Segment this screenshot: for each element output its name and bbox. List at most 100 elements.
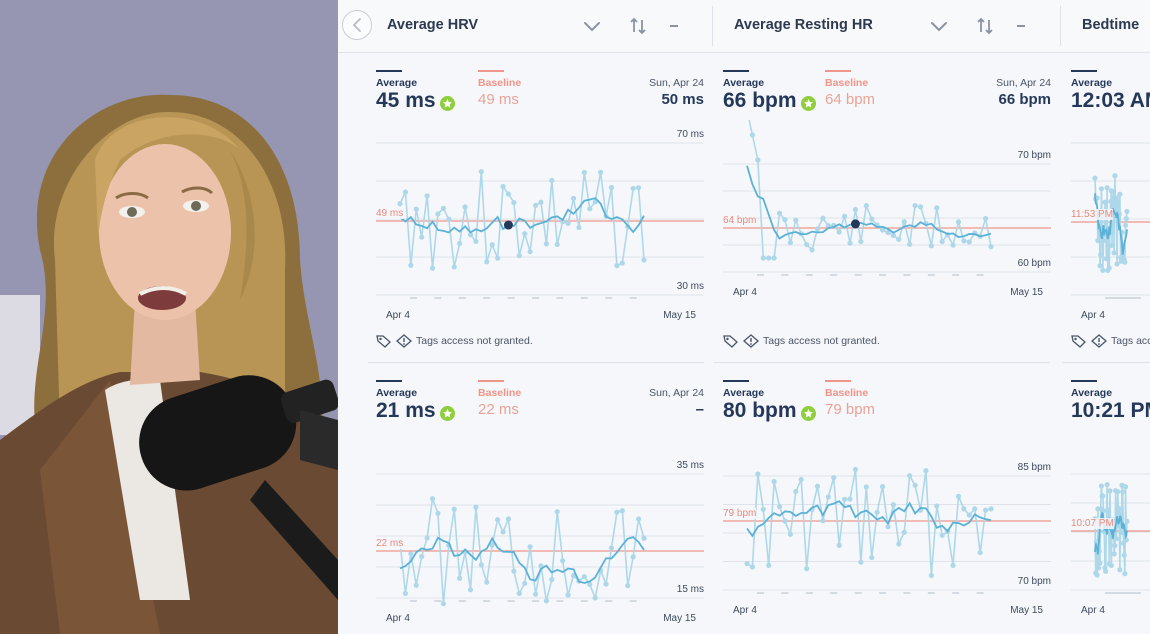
hrv-card-1[interactable]: Average 45 ms Baseline 49 ms Sun, Apr 24 50 m… [376,68,704,353]
daily-value-point [1121,552,1127,558]
rolling-average-line [1094,193,1128,255]
daily-value-point [874,509,880,515]
sort-icon[interactable] [975,16,995,36]
warning-icon [743,334,759,348]
trend-chart[interactable]: 10:07 PM Apr 4 [1071,430,1150,616]
daily-value-point [429,496,436,502]
daily-value-point [1107,488,1113,494]
daily-value-point [1117,567,1123,573]
daily-value-point [804,566,810,572]
daily-value-point [1118,529,1124,536]
daily-values-line [399,498,645,604]
chevron-down-icon[interactable] [582,16,602,36]
daily-value-point [543,241,549,247]
daily-value-point [1108,562,1114,569]
daily-value-point [972,506,978,512]
daily-value-point [495,255,501,261]
daily-value-point [473,504,479,510]
trend-chart[interactable]: 35 ms 15 ms 22 ms Apr 4 May 15 [376,430,704,624]
daily-value-point [793,488,799,495]
daily-value-point [890,232,896,239]
daily-value-point [641,257,647,263]
daily-value-point [495,516,501,523]
daily-value-point [852,466,859,473]
daily-value-point [576,224,582,231]
daily-value-point [619,508,625,514]
daily-value-point [901,219,907,225]
daily-value-point [1110,189,1117,195]
tag-marker [434,297,442,299]
x-axis-end-label: May 15 [663,310,696,321]
daily-value-point [440,601,446,607]
trend-chart[interactable]: 11:53 PM Apr 4 [1071,120,1150,321]
sort-icon[interactable] [628,16,648,36]
daily-value-point [847,496,853,502]
daily-value-point [1092,175,1098,181]
warning-icon [396,334,412,348]
baseline-axis-label: 64 bpm [723,215,757,226]
daily-value-point [1095,565,1102,571]
daily-value-point [885,524,891,530]
baseline-value: 79 bpm [825,401,876,418]
tag-marker [410,297,417,299]
daily-value-point [966,239,972,245]
tag-marker [879,592,886,594]
x-axis-start-label: Apr 4 [386,613,410,624]
daily-value-point [598,169,604,175]
column-header-hrv: Average HRV [338,0,712,52]
tag-marker [507,297,515,299]
daily-value-point [896,236,902,242]
daily-value-point [570,195,577,201]
daily-value-point [516,590,522,597]
daily-value-point [755,157,761,163]
daily-value-point [939,532,945,538]
daily-value-point [505,516,512,522]
daily-value-point [522,231,528,237]
daily-value-point [836,229,842,235]
back-button[interactable] [342,10,372,40]
daily-value-point [879,227,886,233]
daily-value-point [500,529,506,535]
trend-chart[interactable]: 70 ms 30 ms 49 ms Apr 4 May 15 [376,120,704,321]
daily-value-point [760,255,766,261]
trend-chart[interactable]: 85 bpm 70 bpm 79 bpm Apr 4 May 15 [723,430,1051,616]
column-title: Average Resting HR [734,17,873,33]
daily-value-point [1111,250,1117,256]
hrv-card-2[interactable]: Average 21 ms Baseline 22 ms Sun, Apr 24 – [376,378,704,634]
tag-marker [805,274,813,276]
daily-value-point [814,483,821,489]
resting-hr-card-1[interactable]: Average 66 bpm Baseline 64 bpm Sun, Apr 24 66… [723,68,1051,353]
optimal-star-icon [800,406,816,421]
daily-value-point [1114,261,1120,267]
daily-value-point [961,506,967,512]
minus-icon[interactable] [666,16,682,36]
baseline-value: 22 ms [478,401,519,418]
resting-hr-card-2[interactable]: Average 80 bpm Baseline 79 bpm [723,378,1051,634]
daily-value-point [1098,483,1104,489]
daily-value-point [538,199,544,205]
x-axis-start-label: Apr 4 [733,605,757,616]
daily-value-point [1100,493,1106,499]
x-axis-start-label: Apr 4 [1081,605,1105,616]
daily-value-point [1122,222,1129,228]
daily-value-point [847,240,853,246]
tag-marker [830,274,838,276]
webcam-video [0,0,338,634]
y-axis-bottom-label: 60 bpm [1017,258,1051,269]
chevron-down-icon[interactable] [929,16,949,36]
daily-value-point [1113,536,1119,542]
tag-marker [532,297,539,299]
daily-value-point [955,493,962,499]
column-title: Average HRV [387,17,479,33]
daily-value-point [907,241,913,247]
minus-icon[interactable] [1013,16,1029,36]
trend-chart[interactable]: 70 bpm 60 bpm 64 bpm Apr 4 May 15 [723,107,1051,320]
x-axis-start-label: Apr 4 [733,287,757,298]
tag-marker [605,600,613,602]
daily-value-point [608,545,615,551]
daily-value-point [1106,265,1112,271]
daily-value-point [1120,540,1127,546]
tag-marker [781,592,789,594]
